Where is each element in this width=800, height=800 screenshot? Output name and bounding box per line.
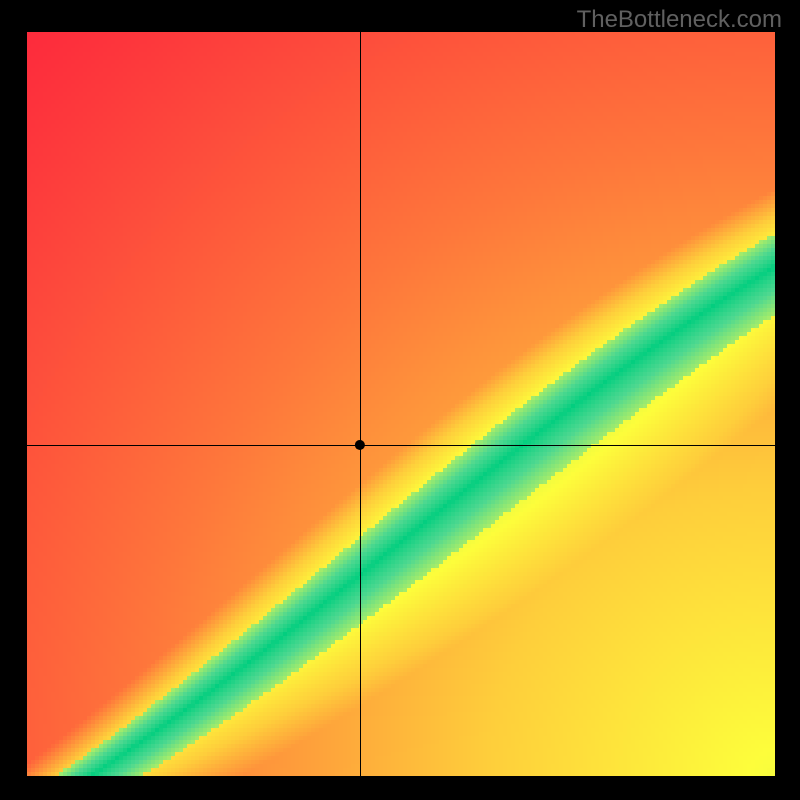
crosshair-overlay [0, 0, 800, 800]
watermark-text: TheBottleneck.com [577, 6, 782, 34]
chart-container: TheBottleneck.com [0, 0, 800, 800]
